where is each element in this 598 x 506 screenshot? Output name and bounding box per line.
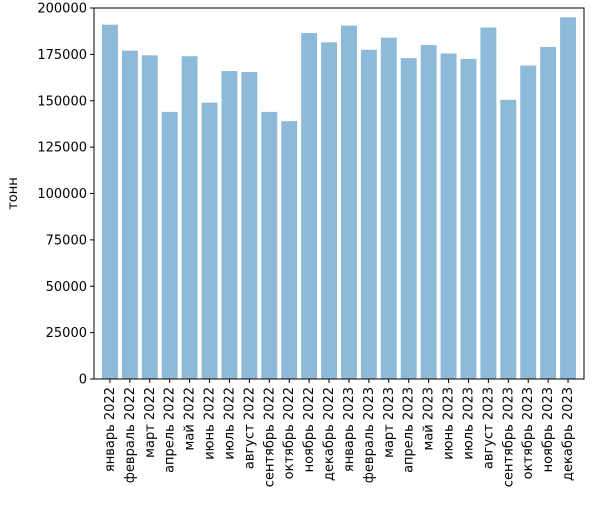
bar bbox=[101, 24, 118, 379]
bar bbox=[121, 50, 138, 379]
x-tick-label: май 2022 bbox=[183, 387, 198, 450]
bar bbox=[261, 111, 278, 379]
bars-group bbox=[101, 17, 577, 380]
plot-frame bbox=[93, 7, 585, 380]
x-tick-label: апрель 2023 bbox=[402, 387, 417, 473]
bar bbox=[420, 45, 437, 379]
y-tick-label: 150000 bbox=[37, 94, 87, 109]
bar bbox=[460, 59, 477, 379]
y-axis: 0 25000 50000 75000 100000 125000 150000 175000… bbox=[37, 2, 94, 388]
bar bbox=[201, 102, 218, 379]
x-tick-label: май 2023 bbox=[422, 387, 437, 450]
x-tick-label: март 2022 bbox=[143, 387, 158, 458]
x-tick-label: июль 2022 bbox=[222, 387, 237, 460]
y-tick-label: 0 bbox=[79, 373, 87, 388]
bar bbox=[340, 25, 357, 380]
bar bbox=[301, 33, 318, 379]
bar bbox=[161, 111, 178, 379]
x-tick-label: июнь 2022 bbox=[203, 387, 218, 460]
x-tick-label: октябрь 2023 bbox=[521, 387, 536, 479]
x-tick-label: декабрь 2023 bbox=[561, 387, 576, 481]
y-tick-label: 200000 bbox=[37, 2, 87, 17]
bar bbox=[321, 42, 338, 379]
bar bbox=[141, 55, 158, 380]
y-tick-label: 25000 bbox=[46, 326, 87, 341]
y-tick-label: 50000 bbox=[46, 280, 87, 295]
y-tick-label: 175000 bbox=[37, 48, 87, 63]
x-tick-label: сентябрь 2022 bbox=[262, 387, 277, 487]
x-tick-label: июнь 2023 bbox=[442, 387, 457, 460]
bar bbox=[560, 17, 577, 380]
x-tick-label: февраль 2023 bbox=[362, 387, 377, 483]
x-tick-label: август 2022 bbox=[242, 387, 257, 469]
x-tick-label: январь 2023 bbox=[342, 387, 357, 472]
x-tick-label: март 2023 bbox=[382, 387, 397, 458]
x-axis: январь 2022 февраль 2022 март 2022 апрель 2… bbox=[103, 379, 576, 487]
x-tick-label: август 2023 bbox=[481, 387, 496, 469]
bar bbox=[221, 71, 238, 379]
x-tick-label: апрель 2022 bbox=[163, 387, 178, 473]
y-tick-label: 125000 bbox=[37, 141, 87, 156]
bar bbox=[400, 58, 417, 380]
x-tick-label: сентябрь 2023 bbox=[501, 387, 516, 487]
x-tick-label: январь 2022 bbox=[103, 387, 118, 472]
y-tick-label: 100000 bbox=[37, 187, 87, 202]
bar bbox=[380, 37, 397, 380]
bar bbox=[281, 121, 298, 379]
bar bbox=[360, 49, 377, 380]
x-tick-label: ноябрь 2023 bbox=[541, 387, 556, 472]
bar bbox=[181, 56, 198, 379]
bar bbox=[520, 65, 537, 379]
x-tick-label: ноябрь 2022 bbox=[302, 387, 317, 472]
y-axis-label: тонн bbox=[6, 177, 21, 210]
bar bbox=[540, 46, 557, 380]
x-tick-label: декабрь 2022 bbox=[322, 387, 337, 481]
bar bbox=[500, 99, 517, 379]
bar bbox=[480, 27, 497, 379]
x-tick-label: июль 2023 bbox=[461, 387, 476, 460]
bar bbox=[241, 71, 258, 379]
y-tick-label: 75000 bbox=[46, 233, 87, 248]
x-tick-label: февраль 2022 bbox=[123, 387, 138, 483]
x-tick-label: октябрь 2022 bbox=[282, 387, 297, 479]
bar bbox=[440, 53, 457, 379]
